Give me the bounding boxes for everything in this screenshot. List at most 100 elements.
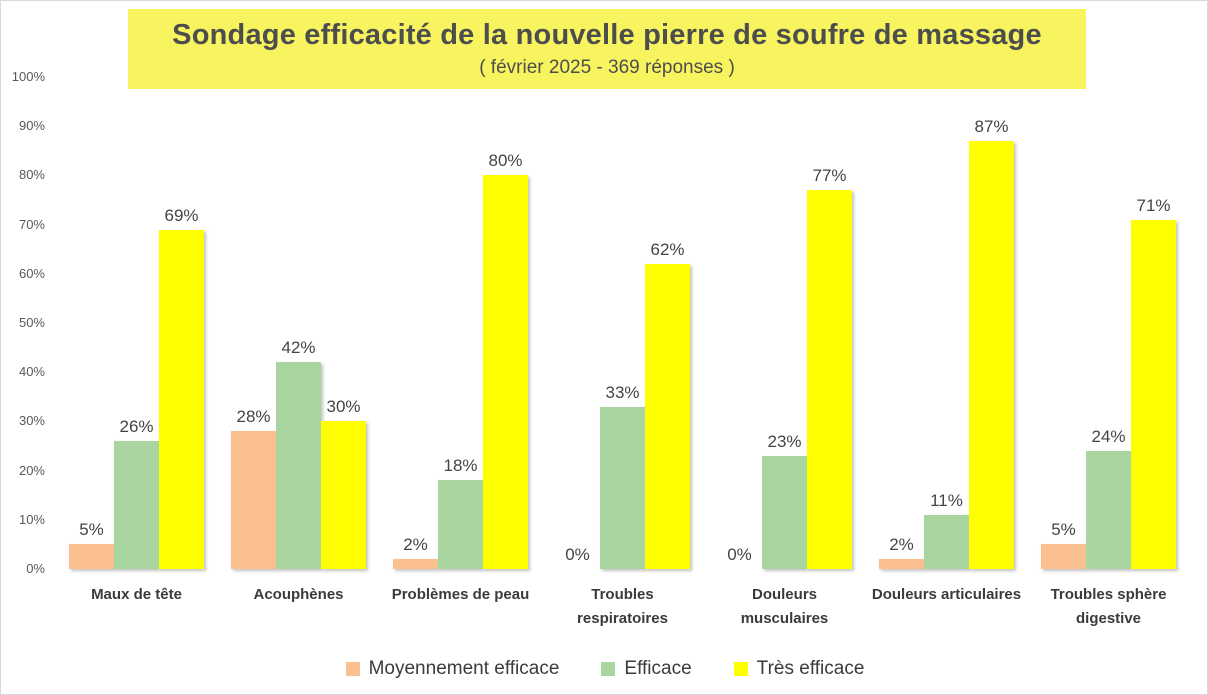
bar-value-label: 62% xyxy=(650,239,685,259)
bar-slot: 62% xyxy=(645,77,690,569)
bar xyxy=(159,229,204,569)
category-label: Douleurs musculaires xyxy=(740,586,829,627)
chart-title: Sondage efficacité de la nouvelle pierre… xyxy=(172,19,1042,52)
bar xyxy=(1131,219,1176,569)
y-tick-label: 50% xyxy=(18,315,45,330)
y-tick-label: 80% xyxy=(18,167,45,183)
legend-swatch-icon xyxy=(601,662,616,676)
bar xyxy=(483,175,528,569)
bar-value-label: 2% xyxy=(403,535,428,555)
bar xyxy=(69,544,114,569)
bar-value-label: 71% xyxy=(1136,195,1171,215)
bar-group: 2% 18% 80% xyxy=(393,77,528,569)
bar xyxy=(231,431,276,569)
bar-slot: 33% xyxy=(600,77,645,569)
bar xyxy=(393,559,438,569)
bar-value-label: 24% xyxy=(1091,426,1126,446)
bar-slot: 5% xyxy=(1041,77,1086,569)
bar xyxy=(1041,544,1086,569)
bar xyxy=(276,362,321,569)
y-tick-label: 100% xyxy=(11,69,45,84)
bar-slot: 26% xyxy=(114,77,159,569)
y-tick-label: 40% xyxy=(18,364,45,380)
bar-group: 5% 24% 71% xyxy=(1041,77,1176,569)
category-label: Maux de tête xyxy=(91,586,182,603)
bar xyxy=(438,480,483,569)
bar-value-label: 69% xyxy=(164,205,199,225)
bar-slot: 0% xyxy=(555,77,600,569)
bar-slot: 30% xyxy=(321,77,366,569)
bar xyxy=(321,421,366,569)
bar-value-label: 33% xyxy=(605,382,640,402)
y-tick-label: 90% xyxy=(18,118,45,134)
bar-value-label: 23% xyxy=(767,431,802,451)
category-label: Troubles sphère digestive xyxy=(1050,586,1167,627)
legend-label: Très efficace xyxy=(756,658,865,679)
bar-slot: 69% xyxy=(159,77,204,569)
bar xyxy=(762,455,807,569)
bar xyxy=(645,263,690,569)
category-label: Douleurs articulaires xyxy=(871,586,1022,603)
bar-group: 28% 42% 30% xyxy=(231,77,366,569)
bar xyxy=(924,514,969,569)
category-label: Acouphènes xyxy=(253,586,344,603)
bar-slot: 87% xyxy=(969,77,1014,569)
legend-swatch-icon xyxy=(345,662,360,676)
category-label: Problèmes de peau xyxy=(391,586,530,603)
bar-value-label: 0% xyxy=(565,545,590,564)
legend-label: Moyennement efficace xyxy=(368,658,560,679)
legend-item: Efficace xyxy=(601,658,692,680)
bar-group: 5% 26% 69% xyxy=(69,77,204,569)
bar-slot: 2% xyxy=(879,77,924,569)
bar-group: 0% 23% 77% xyxy=(717,77,852,569)
y-tick-label: 0% xyxy=(26,561,45,576)
bar-value-label: 30% xyxy=(326,397,361,417)
chart-title-box: Sondage efficacité de la nouvelle pierre… xyxy=(128,9,1086,89)
bar-value-label: 0% xyxy=(727,545,752,564)
legend-item: Moyennement efficace xyxy=(345,658,560,680)
bar-value-label: 77% xyxy=(812,166,847,186)
bar-value-label: 42% xyxy=(281,338,316,358)
legend-item: Très efficace xyxy=(733,658,865,680)
y-tick-label: 60% xyxy=(18,265,45,281)
legend: Moyennement efficace Efficace Très efficac… xyxy=(1,651,1208,687)
bar-value-label: 2% xyxy=(889,535,914,555)
y-tick-label: 10% xyxy=(18,511,45,527)
bar xyxy=(969,140,1014,569)
bar xyxy=(807,190,852,569)
y-tick-label: 70% xyxy=(18,216,45,232)
category-label: Troubles respiratoires xyxy=(577,586,668,627)
bar-slot: 28% xyxy=(231,77,276,569)
bar-slot: 71% xyxy=(1131,77,1176,569)
bar-group: 2% 11% 87% xyxy=(879,77,1014,569)
chart-subtitle: ( février 2025 - 369 réponses ) xyxy=(479,56,735,78)
bar-value-label: 80% xyxy=(488,151,523,171)
bar-value-label: 11% xyxy=(930,490,963,510)
bar-slot: 0% xyxy=(717,77,762,569)
bar xyxy=(114,441,159,569)
y-tick-label: 30% xyxy=(18,413,45,429)
y-tick-label: 20% xyxy=(18,462,45,478)
legend-swatch-icon xyxy=(733,662,748,676)
bar-group: 0% 33% 62% xyxy=(555,77,690,569)
legend-label: Efficace xyxy=(624,658,692,679)
bar xyxy=(600,406,645,569)
bar-value-label: 5% xyxy=(1051,520,1076,540)
bar-value-label: 5% xyxy=(79,520,104,540)
bar-slot: 77% xyxy=(807,77,852,569)
bar-value-label: 26% xyxy=(119,417,154,437)
bar-slot: 42% xyxy=(276,77,321,569)
bar-slot: 24% xyxy=(1086,77,1131,569)
bar-slot: 18% xyxy=(438,77,483,569)
bar-slot: 5% xyxy=(69,77,114,569)
bar-value-label: 87% xyxy=(974,116,1009,136)
bar-slot: 23% xyxy=(762,77,807,569)
bar-value-label: 18% xyxy=(443,456,478,476)
bar xyxy=(1086,450,1131,569)
bar-value-label: 28% xyxy=(236,407,271,427)
bar-slot: 11% xyxy=(924,77,969,569)
bar-slot: 80% xyxy=(483,77,528,569)
bar-slot: 2% xyxy=(393,77,438,569)
bar xyxy=(879,559,924,569)
